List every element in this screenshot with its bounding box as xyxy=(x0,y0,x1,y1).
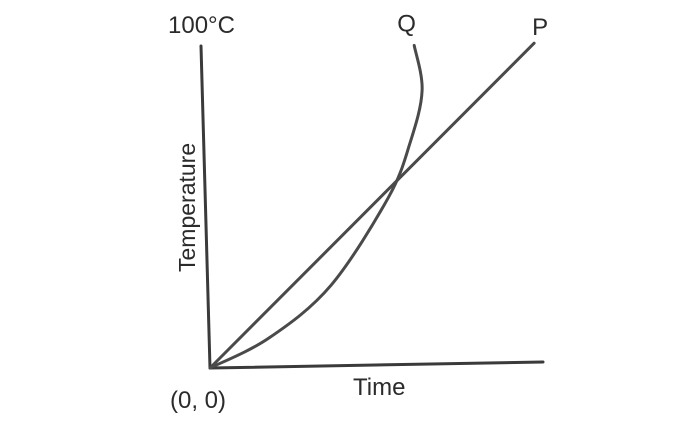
series-line-p xyxy=(208,41,536,370)
series-line-q xyxy=(208,43,424,370)
axes xyxy=(199,44,545,370)
y-axis xyxy=(199,44,212,370)
x-axis-label: Time xyxy=(353,374,405,401)
origin-label: (0, 0) xyxy=(170,387,226,414)
series-label-q: Q xyxy=(397,10,416,37)
y-max-label: 100°C xyxy=(168,12,235,39)
y-axis-label: Temperature xyxy=(174,143,200,272)
series-label-p: P xyxy=(532,14,548,41)
series-layer xyxy=(208,41,536,370)
series-labels: PQ xyxy=(397,10,548,41)
x-axis xyxy=(208,360,545,370)
